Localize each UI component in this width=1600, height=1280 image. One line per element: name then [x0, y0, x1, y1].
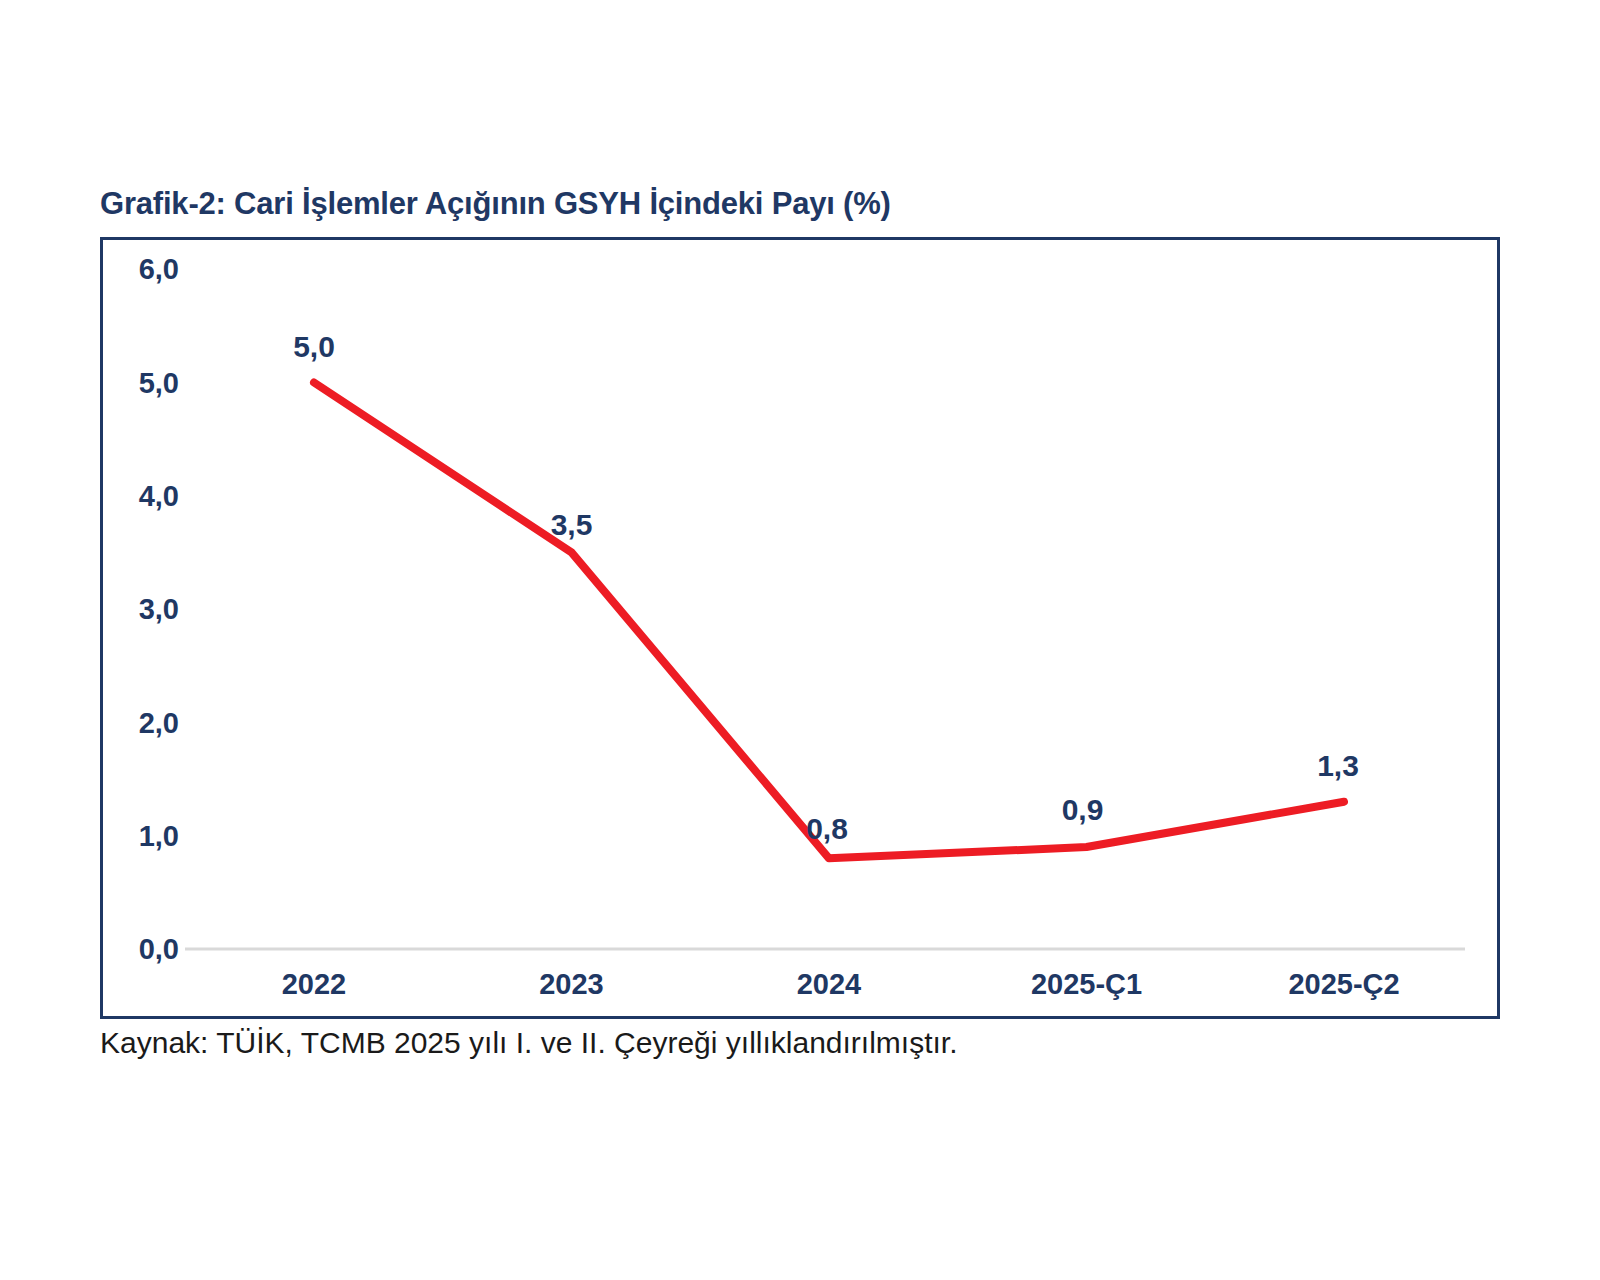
x-axis-category-label: 2023 — [539, 968, 604, 1000]
line-chart: 0,0 1,0 2,0 3,0 4,0 5,0 6,0 2022 2023 2024 2025-Ç1… — [103, 240, 1497, 1016]
source-note: Kaynak: TÜİK, TCMB 2025 yılı I. ve II. Ç… — [100, 1026, 958, 1060]
y-axis-tick-label: 4,0 — [139, 480, 179, 512]
data-point-label: 0,8 — [806, 812, 848, 845]
data-point-label: 5,0 — [293, 330, 335, 363]
data-point-label: 1,3 — [1317, 749, 1359, 782]
chart-plot-area: 0,0 1,0 2,0 3,0 4,0 5,0 6,0 2022 2023 2024 2025-Ç1… — [100, 237, 1500, 1019]
y-axis-tick-label: 0,0 — [139, 933, 179, 965]
series-line — [314, 383, 1344, 859]
y-axis-tick-label: 1,0 — [139, 820, 179, 852]
y-axis-tick-label: 3,0 — [139, 593, 179, 625]
data-point-label: 0,9 — [1062, 793, 1104, 826]
x-axis-category-label: 2024 — [797, 968, 862, 1000]
y-axis-tick-label: 2,0 — [139, 707, 179, 739]
page-title: Grafik-2: Cari İşlemler Açığının GSYH İç… — [100, 186, 891, 222]
data-point-label: 3,5 — [551, 508, 593, 541]
y-axis-tick-label: 6,0 — [139, 253, 179, 285]
y-axis-tick-label: 5,0 — [139, 367, 179, 399]
x-axis-category-label: 2025-Ç2 — [1288, 968, 1399, 1000]
x-axis-category-label: 2025-Ç1 — [1031, 968, 1142, 1000]
x-axis-category-label: 2022 — [282, 968, 347, 1000]
